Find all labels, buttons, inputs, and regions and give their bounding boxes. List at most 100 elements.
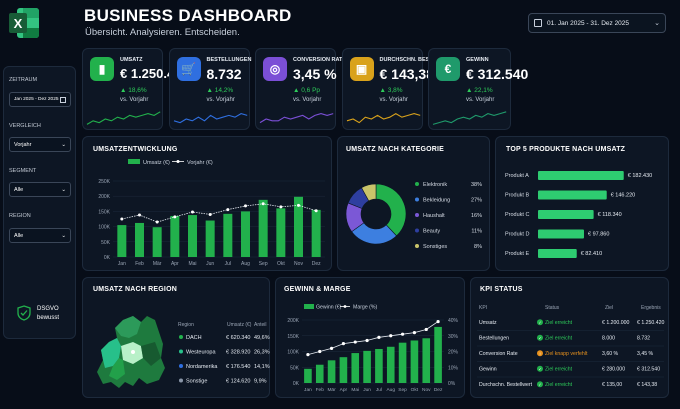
sparkline-path — [259, 113, 334, 124]
vorjahr-point — [191, 210, 194, 214]
kpi-status-value: Ziel erreicht — [545, 382, 573, 388]
kategorie-name: Bekleidung — [423, 198, 450, 204]
wallet-icon: ▣ — [349, 57, 374, 81]
kpi-label: CONVERSION RATE — [293, 57, 347, 63]
kpi-compare: vs. Vorjahr — [206, 97, 235, 103]
kpi-card-bar-chart: ▮ UMSATZ € 1.250.420 ▲ 18,6% vs. Vorjahr — [82, 48, 189, 130]
kpi-delta: ▲ 14,2% — [206, 87, 234, 94]
segment-select[interactable]: Alle ⌄ — [9, 182, 71, 197]
vorjahr-point — [138, 213, 141, 217]
product-bar — [538, 249, 577, 258]
umsatz-bar — [170, 215, 180, 257]
kpi-status-name: Bestellungen — [479, 336, 509, 342]
x-tick-label: Mär — [327, 387, 336, 393]
kpi-label: DURCHSCHN. BESTELLWERT — [379, 57, 459, 63]
vorjahr-line — [121, 203, 317, 223]
kpi-compare: vs. Vorjahr — [466, 97, 495, 103]
umsatz-chart-panel: UMSATZENTWICKLUNG Umsatz (€) Vorjahr (€) 0… — [82, 136, 332, 271]
gewinn-bar — [315, 364, 324, 383]
kpi-ergebnis: € 143,38 — [637, 382, 657, 388]
y-tick-label: 150K — [98, 209, 110, 215]
kpi-card-wallet: ▣ DURCHSCHN. BESTELLWERT € 143,38 ▲ 3,8% vs.… — [341, 48, 459, 130]
kpi-status-title: KPI STATUS — [480, 286, 523, 293]
kpi-status-name: Gewinn — [479, 367, 497, 373]
marge-point — [412, 331, 417, 335]
y2-tick-label: 40% — [448, 318, 459, 324]
zeitraum-label: ZEITRAUM — [9, 77, 38, 83]
dsgvo-badge-line2: bewusst — [37, 315, 60, 321]
kpi-status-name: Conversion Rate — [479, 351, 518, 357]
calendar-icon — [534, 19, 542, 27]
umsatz-bar — [223, 213, 233, 257]
legend-gewinn-swatch — [304, 304, 314, 309]
legend-umsatz-label: Umsatz (€) — [143, 160, 170, 166]
y2-tick-label: 20% — [448, 350, 459, 356]
region-anteil: 9,9% — [254, 379, 267, 385]
kpi-delta: ▲ 3,8% — [379, 87, 403, 94]
region-dot — [179, 364, 183, 368]
kpi-status-value: Ziel erreicht — [545, 320, 573, 326]
cart-icon: 🛒 — [176, 57, 201, 81]
y2-tick-label: 0% — [448, 381, 456, 387]
region-name: Sonstige — [186, 379, 207, 385]
product-name: Produkt D — [505, 232, 529, 238]
chevron-down-icon: ⌄ — [61, 232, 66, 239]
calendar-icon — [60, 96, 66, 103]
x-tick-label: Jul — [376, 387, 382, 393]
kpi-status-header: Status — [545, 305, 560, 311]
check-icon — [537, 319, 543, 326]
page-subtitle: Übersicht. Analysieren. Entscheiden. — [85, 27, 240, 38]
kpi-status-value: Ziel erreicht — [545, 367, 573, 373]
kategorie-pct: 38% — [471, 182, 482, 188]
x-tick-label: Mai — [351, 387, 359, 393]
vergleich-label: VERGLEICH — [9, 123, 41, 129]
x-tick-label: Jul — [225, 261, 231, 267]
legend-gewinn-label: Gewinn (€) — [316, 305, 342, 311]
vorjahr-point — [314, 209, 318, 213]
umsatz-bar — [276, 208, 286, 257]
product-value: € 118.340 — [598, 212, 622, 218]
region-select[interactable]: Alle ⌄ — [9, 228, 71, 243]
vorjahr-point — [279, 205, 283, 209]
chevron-down-icon: ⌄ — [654, 20, 660, 27]
umsatz-bar — [135, 222, 144, 257]
status-glyph: ✓ — [538, 320, 541, 325]
gewinn-bar — [375, 348, 383, 383]
sparkline-path — [432, 111, 507, 125]
vergleich-select[interactable]: Vorjahr ⌄ — [9, 137, 71, 152]
product-value: € 97.860 — [588, 232, 609, 238]
y-tick-label: 50K — [290, 365, 300, 371]
chevron-down-icon: ⌄ — [61, 141, 66, 148]
gewinn-bar — [434, 326, 442, 383]
kpi-card-target: ◎ CONVERSION RATE 3,45 % ▲ 0,6 Pp vs. Vorjah… — [255, 48, 346, 130]
x-tick-label: Jan — [118, 261, 126, 267]
region-umsatz: € 176.540 — [226, 364, 250, 370]
gewinn-bar — [351, 353, 360, 383]
kpi-ziel: € 280.000 — [602, 367, 625, 373]
date-range-value: 01. Jan 2025 - 31. Dez 2025 — [547, 19, 630, 27]
vorjahr-point — [244, 204, 247, 208]
chevron-down-icon: ⌄ — [61, 186, 66, 193]
y-tick-label: 200K — [287, 318, 299, 324]
zeitraum-select[interactable]: Jan 2025 - Dez 2025 — [9, 92, 71, 107]
vorjahr-point — [261, 202, 265, 206]
x-tick-label: Jun — [363, 387, 371, 393]
kategorie-name: Elektronik — [423, 182, 447, 188]
y-tick-label: 50K — [101, 240, 111, 246]
product-name: Produkt A — [505, 173, 529, 179]
kategorie-name: Haushalt — [423, 213, 445, 219]
zeitraum-value: Jan 2025 - Dez 2025 — [14, 97, 59, 102]
kpi-status-table: KPI Status Ziel Ergebnis Umsatz ✓ Ziel erreich… — [477, 305, 665, 388]
legend-umsatz-swatch — [128, 159, 140, 164]
donut-slice-sonstiges — [361, 183, 377, 202]
region-dot — [179, 335, 183, 339]
bar-chart-icon: ▮ — [90, 57, 114, 81]
kpi-ziel: 8.000 — [602, 336, 615, 342]
excel-logo-icon: X — [9, 6, 39, 40]
kpi-status-name: Umsatz — [479, 320, 497, 326]
date-range-picker[interactable]: 01. Jan 2025 - 31. Dez 2025 ⌄ — [528, 13, 666, 33]
gewinn-chart-panel: GEWINN & MARGE Gewinn (€) Marge (%) 0K 50K 1… — [275, 277, 465, 398]
umsatz-bar — [117, 225, 127, 257]
product-name: Produkt B — [505, 193, 529, 199]
legend-vorjahr-label: Vorjahr (€) — [187, 160, 213, 166]
